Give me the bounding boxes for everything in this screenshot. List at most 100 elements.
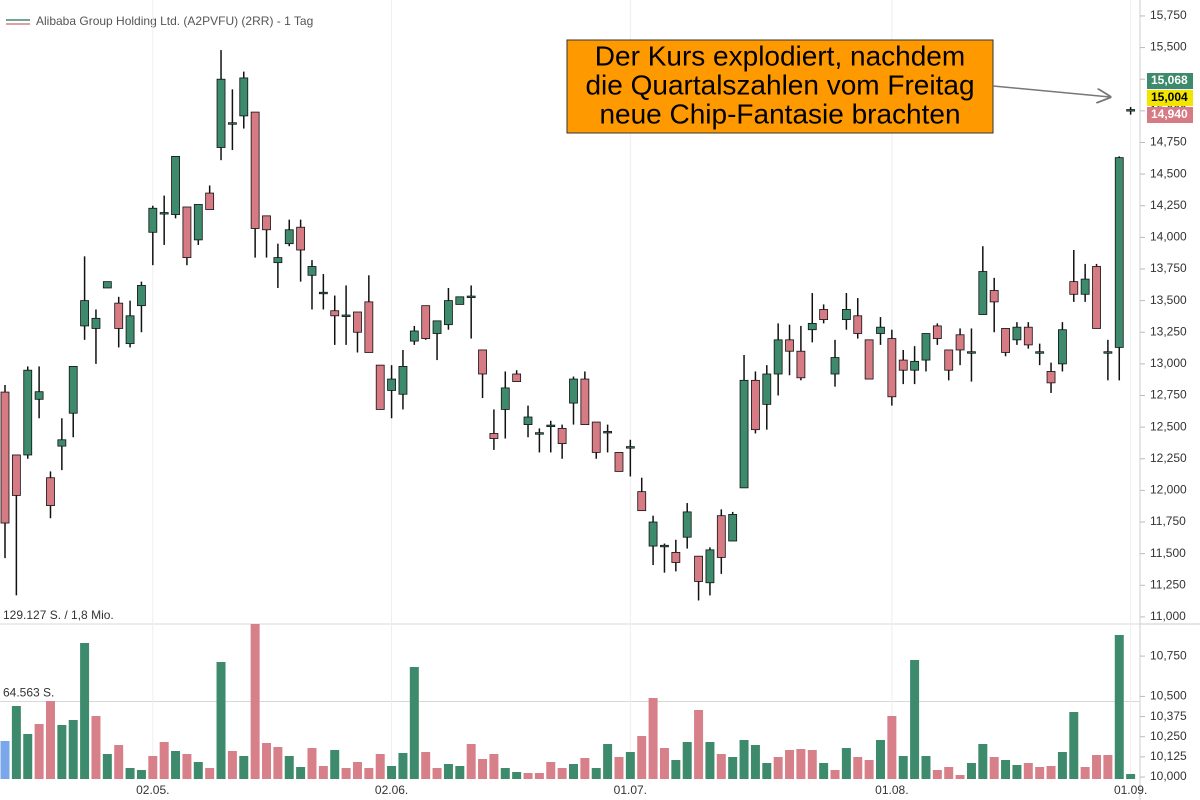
volume-bar <box>114 744 124 779</box>
candle-body <box>80 300 89 327</box>
candle-body <box>569 378 578 404</box>
candle-body <box>1080 278 1090 295</box>
volume-bar <box>659 748 669 779</box>
candle-body <box>512 373 522 382</box>
candle-body <box>785 339 794 352</box>
volume-bar <box>1001 759 1011 779</box>
candle-body <box>387 378 396 391</box>
candle-body <box>762 373 772 405</box>
y-tick-label: 14,500 <box>1150 166 1187 180</box>
volume-bar <box>136 769 146 779</box>
volume-bar <box>11 706 21 779</box>
volume-bar <box>273 747 283 779</box>
price-label: 15,068 <box>1151 73 1188 87</box>
candle-body <box>660 544 669 548</box>
candle-body <box>182 206 192 258</box>
price-label: 14,940 <box>1151 107 1188 121</box>
x-tick-label: 01.08. <box>875 783 908 797</box>
candle-body <box>682 511 692 538</box>
candle-body <box>841 309 851 320</box>
candle-body <box>705 549 715 584</box>
volume-bar <box>932 769 942 779</box>
candle-body <box>205 192 215 210</box>
candle-body <box>375 364 385 410</box>
volume-bar <box>171 751 181 779</box>
volume-bar <box>68 720 78 779</box>
volume-bar <box>637 736 647 779</box>
volume-bar <box>387 766 397 779</box>
volume-bar <box>546 762 556 779</box>
y-tick-label: 12,250 <box>1150 451 1187 465</box>
candle-body <box>102 281 112 289</box>
candle-body <box>409 330 419 342</box>
y-tick-label: 13,250 <box>1150 324 1187 338</box>
candle-body <box>307 266 317 276</box>
volume-bar <box>1046 766 1056 779</box>
candle-body <box>1012 326 1022 341</box>
volume-bar <box>512 771 522 779</box>
volume-tick-label: 64.563 S. <box>3 686 54 700</box>
candle-body <box>398 366 408 395</box>
volume-bar <box>625 752 635 779</box>
volume-bar <box>159 742 169 779</box>
candle-body <box>546 424 556 428</box>
y2-tick-label: 10,500 <box>1150 689 1187 703</box>
volume-bar <box>534 773 544 779</box>
candle-body <box>114 302 124 329</box>
candle-body <box>853 315 863 334</box>
candle-body <box>148 207 158 233</box>
candle-body <box>591 421 601 453</box>
volume-bar <box>750 744 760 779</box>
candle-body <box>34 391 44 400</box>
candle-body <box>421 305 431 339</box>
candle-body <box>91 317 101 329</box>
candle-body <box>932 325 942 339</box>
candle-body <box>955 334 965 351</box>
candle-body <box>171 155 180 215</box>
volume-bar <box>284 755 294 779</box>
candle-body <box>57 439 67 447</box>
volume-bar <box>125 768 135 779</box>
y2-tick-label: 10,375 <box>1150 709 1187 723</box>
volume-bar <box>716 753 726 779</box>
volume-bar <box>1080 766 1090 779</box>
candle-body <box>1058 329 1067 365</box>
volume-bar <box>569 764 578 779</box>
candle-body <box>580 378 590 426</box>
y-tick-label: 13,500 <box>1150 293 1187 307</box>
volume-bar <box>580 757 590 779</box>
candle-body <box>523 416 533 426</box>
volume-bar <box>762 763 772 779</box>
volume-bar <box>796 749 806 779</box>
price-label: 15,004 <box>1151 90 1188 104</box>
candle-body <box>978 271 988 315</box>
volume-bar <box>910 660 920 779</box>
y-tick-label: 14,250 <box>1150 198 1187 212</box>
volume-bar <box>45 701 55 779</box>
volume-bar <box>1103 754 1113 779</box>
volume-bar <box>603 743 613 779</box>
volume-bar <box>398 753 408 779</box>
volume-bar <box>591 768 601 779</box>
candle-body <box>694 555 703 582</box>
candle-body <box>330 310 340 317</box>
volume-bar <box>466 743 476 779</box>
volume-bar <box>193 762 203 779</box>
y-tick-label: 14,000 <box>1150 230 1187 244</box>
candle-body <box>671 551 681 563</box>
candle-body <box>250 111 260 229</box>
candle-body <box>341 314 351 317</box>
y2-tick-label: 10,000 <box>1150 769 1187 783</box>
volume-bar <box>671 759 681 779</box>
volume-bar <box>227 751 237 779</box>
candle-body <box>273 257 283 264</box>
volume-bar <box>830 769 840 779</box>
candle-body <box>534 432 544 435</box>
x-tick-label: 02.05. <box>136 783 169 797</box>
volume-bar <box>318 766 328 779</box>
volume-bar <box>455 766 465 779</box>
volume-bar <box>352 762 362 779</box>
candle-body <box>353 311 362 333</box>
candle-body <box>1092 266 1101 329</box>
y-tick-label: 15,750 <box>1150 8 1187 22</box>
